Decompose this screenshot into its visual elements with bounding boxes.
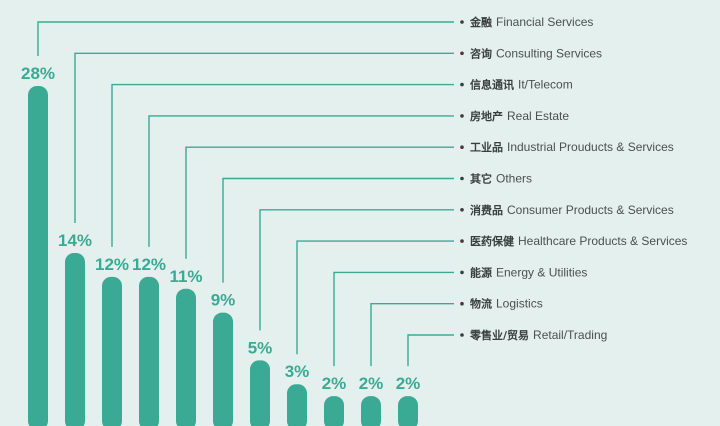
legend-label-cn: 信息通讯: [470, 78, 514, 92]
legend-label: 医药保健 Healthcare Products & Services: [470, 234, 687, 248]
legend-label-cn: 医药保健: [470, 234, 515, 248]
legend-label: 零售业/贸易 Retail/Trading: [469, 328, 607, 342]
legend-label: 物流 Logistics: [470, 297, 543, 311]
legend-dot: [460, 82, 464, 87]
legend-dot: [460, 301, 464, 306]
legend-label-cn: 物流: [470, 297, 492, 311]
leader-line: [111, 83, 454, 247]
legend-dot: [460, 270, 464, 275]
legend-label: 消费品 Consumer Products & Services: [470, 203, 674, 217]
legend-label-cn: 咨询: [470, 46, 492, 60]
data-label: 2%: [359, 374, 384, 393]
legend-label: 能源 Energy & Utilities: [470, 265, 587, 279]
legend-label-en: Consulting Services: [496, 46, 602, 60]
data-label: 2%: [322, 374, 347, 393]
legend-label: 金融 Financial Services: [469, 15, 593, 29]
legend-label-cn: 工业品: [470, 140, 503, 154]
data-label: 2%: [396, 374, 421, 393]
legend-label: 工业品 Industrial Prouducts & Services: [470, 140, 674, 154]
legend-dot: [460, 208, 464, 212]
leader-line: [74, 52, 454, 223]
bar: [28, 86, 48, 426]
legend-dot: [460, 114, 464, 118]
legend-label: 咨询 Consulting Services: [470, 46, 602, 60]
legend-dot: [460, 333, 464, 337]
legend-label: 信息通讯 It/Telecom: [470, 78, 573, 92]
leader-line: [185, 146, 454, 259]
data-label: 12%: [132, 255, 166, 274]
bar: [287, 384, 307, 426]
legend-dot: [460, 51, 464, 56]
bar: [398, 396, 418, 426]
legend-label-en: Consumer Products & Services: [507, 203, 674, 217]
legend-label-en: Financial Services: [496, 15, 593, 29]
data-label: 3%: [285, 362, 310, 381]
legend-label-en: Others: [496, 172, 532, 186]
leader-line: [37, 21, 454, 56]
legend-label-cn: 其它: [470, 172, 492, 186]
data-label: 5%: [248, 338, 273, 357]
data-label: 11%: [169, 267, 202, 286]
bar: [139, 276, 159, 426]
legend-label-cn: 消费品: [470, 203, 503, 217]
legend-dot: [460, 145, 464, 149]
leader-line: [370, 303, 454, 367]
bar: [250, 360, 270, 426]
legend-label-en: Logistics: [496, 297, 543, 311]
bar: [324, 396, 344, 426]
data-label: 9%: [211, 291, 236, 310]
data-label: 14%: [58, 231, 92, 250]
legend-dot: [460, 20, 464, 24]
legend-label: 房地产 Real Estate: [470, 109, 569, 123]
data-label: 28%: [21, 64, 55, 83]
bar: [213, 312, 233, 426]
leader-line: [259, 209, 454, 331]
legend-label-cn: 金融: [469, 15, 492, 29]
leader-line: [222, 177, 454, 283]
legend-label-en: Industrial Prouducts & Services: [507, 140, 674, 154]
bar: [65, 253, 85, 426]
legend-dot: [460, 176, 464, 181]
legend-dot: [460, 239, 464, 243]
legend-label-en: Real Estate: [507, 109, 569, 123]
legend-label-en: It/Telecom: [518, 78, 573, 92]
bar: [361, 396, 381, 426]
legend-label: 其它 Others: [470, 172, 532, 186]
leader-line: [148, 115, 454, 247]
legend-label-cn: 房地产: [470, 109, 503, 123]
legend-label-cn: 能源: [470, 265, 492, 279]
legend-label-en: Healthcare Products & Services: [518, 234, 687, 248]
legend-label-cn: 零售业/贸易: [469, 328, 529, 342]
leader-line: [296, 240, 454, 355]
bar: [102, 276, 122, 426]
data-label: 12%: [95, 255, 129, 274]
leader-line: [333, 271, 454, 367]
bar: [176, 288, 196, 426]
legend-label-en: Energy & Utilities: [496, 265, 587, 279]
legend-label-en: Retail/Trading: [533, 328, 607, 342]
leader-line: [407, 334, 454, 367]
